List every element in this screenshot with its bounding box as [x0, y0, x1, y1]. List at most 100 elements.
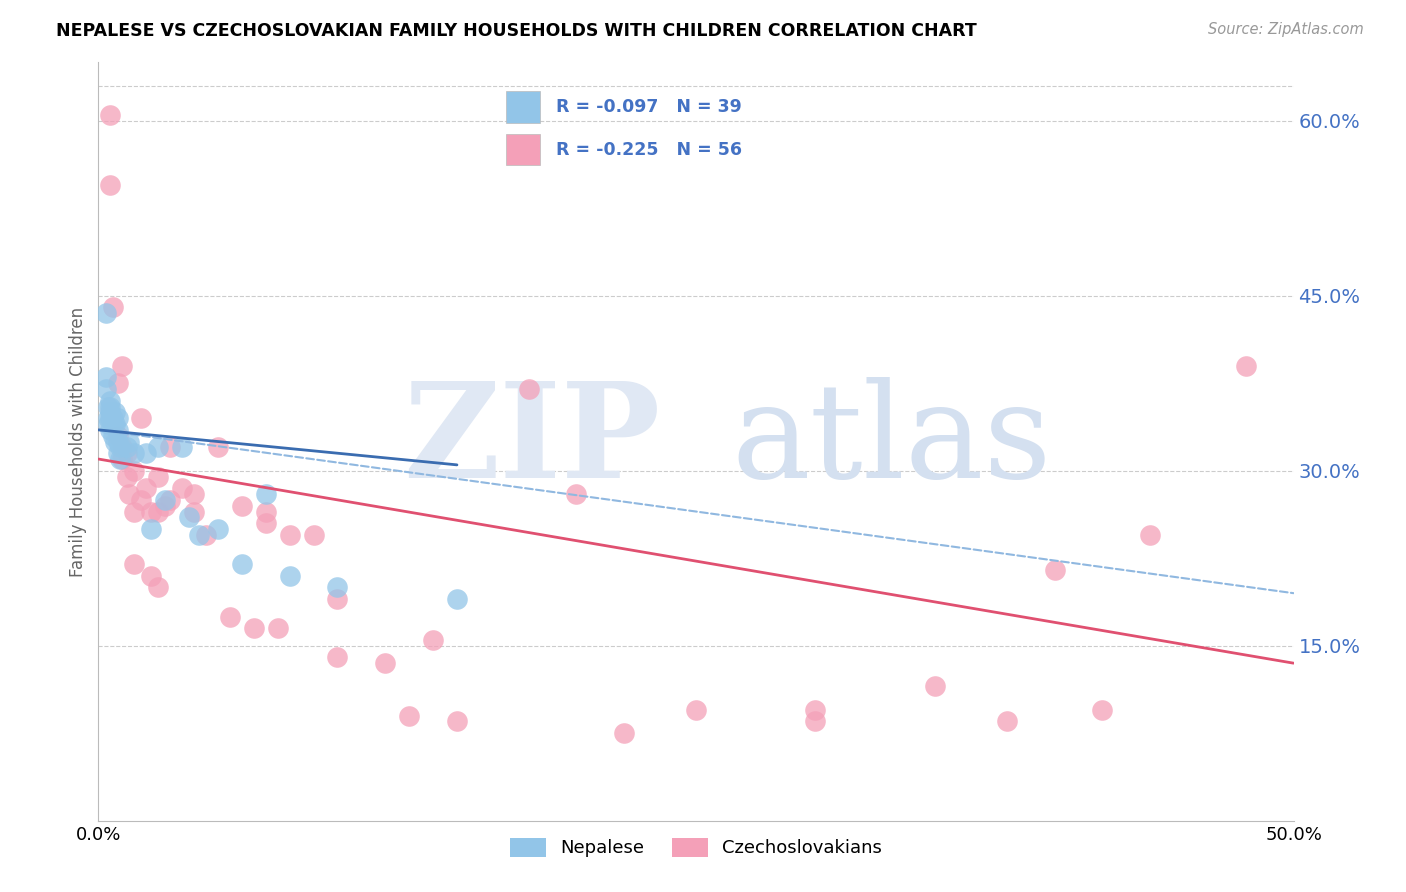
Point — [135, 446, 157, 460]
Point — [108, 441, 131, 455]
Point — [243, 621, 266, 635]
Point — [124, 557, 146, 571]
Point — [172, 441, 194, 455]
Point — [101, 417, 124, 431]
Point — [104, 405, 127, 419]
Point — [98, 393, 122, 408]
Point — [104, 434, 127, 449]
Text: ZIP: ZIP — [404, 377, 661, 506]
Point — [107, 446, 129, 460]
Point — [131, 492, 153, 507]
Point — [195, 528, 218, 542]
Point — [139, 504, 162, 518]
Point — [187, 528, 209, 542]
Text: NEPALESE VS CZECHOSLOVAKIAN FAMILY HOUSEHOLDS WITH CHILDREN CORRELATION CHART: NEPALESE VS CZECHOSLOVAKIAN FAMILY HOUSE… — [56, 22, 977, 40]
Point — [159, 492, 181, 507]
Point — [118, 487, 141, 501]
Point — [108, 452, 131, 467]
Point — [398, 708, 420, 723]
Point — [326, 592, 349, 607]
Point — [115, 469, 138, 483]
Point — [101, 428, 124, 442]
Text: Source: ZipAtlas.com: Source: ZipAtlas.com — [1208, 22, 1364, 37]
Point — [124, 446, 146, 460]
Point — [118, 434, 141, 449]
Point — [124, 464, 146, 478]
Point — [98, 411, 122, 425]
Point — [565, 487, 588, 501]
Point — [98, 400, 122, 414]
Point — [107, 428, 129, 442]
Point — [804, 714, 827, 729]
Point — [139, 568, 162, 582]
Point — [326, 580, 349, 594]
Point — [219, 609, 242, 624]
Point — [94, 306, 117, 320]
Point — [94, 382, 117, 396]
Point — [98, 423, 122, 437]
Point — [111, 441, 134, 455]
Point — [107, 376, 129, 391]
Point — [101, 301, 124, 315]
Point — [98, 108, 122, 122]
Point — [231, 557, 253, 571]
Point — [231, 499, 253, 513]
Point — [446, 714, 468, 729]
Point — [94, 370, 117, 384]
Point — [613, 726, 636, 740]
Point — [107, 423, 129, 437]
Point — [924, 680, 946, 694]
Point — [97, 417, 120, 431]
Point — [139, 522, 162, 536]
Point — [148, 580, 170, 594]
Y-axis label: Family Households with Children: Family Households with Children — [69, 307, 87, 576]
Point — [183, 504, 205, 518]
Point — [254, 487, 277, 501]
Point — [1234, 359, 1257, 373]
Point — [107, 411, 129, 425]
Point — [1091, 703, 1114, 717]
Legend: Nepalese, Czechoslovakians: Nepalese, Czechoslovakians — [503, 830, 889, 864]
Point — [115, 446, 138, 460]
Point — [111, 452, 134, 467]
Point — [302, 528, 325, 542]
Point — [995, 714, 1018, 729]
Point — [115, 441, 138, 455]
Point — [148, 504, 170, 518]
Text: atlas: atlas — [733, 377, 1052, 506]
Point — [101, 411, 124, 425]
Point — [517, 382, 540, 396]
Point — [155, 499, 177, 513]
Point — [183, 487, 205, 501]
Point — [278, 528, 301, 542]
Point — [278, 568, 301, 582]
Point — [124, 504, 146, 518]
Point — [159, 441, 181, 455]
Point — [254, 504, 277, 518]
Point — [1043, 563, 1066, 577]
Point — [131, 411, 153, 425]
Point — [172, 481, 194, 495]
Point — [1139, 528, 1161, 542]
Point — [804, 703, 827, 717]
Point — [446, 592, 468, 607]
Point — [207, 441, 229, 455]
Point — [97, 400, 120, 414]
Point — [179, 510, 201, 524]
Point — [374, 656, 396, 670]
Point — [98, 178, 122, 192]
Point — [207, 522, 229, 536]
Point — [685, 703, 707, 717]
Point — [148, 441, 170, 455]
Point — [97, 411, 120, 425]
Point — [267, 621, 290, 635]
Point — [107, 434, 129, 449]
Point — [135, 481, 157, 495]
Point — [148, 469, 170, 483]
Point — [326, 650, 349, 665]
Point — [155, 492, 177, 507]
Point — [254, 516, 277, 531]
Point — [98, 405, 122, 419]
Point — [111, 359, 134, 373]
Point — [422, 632, 444, 647]
